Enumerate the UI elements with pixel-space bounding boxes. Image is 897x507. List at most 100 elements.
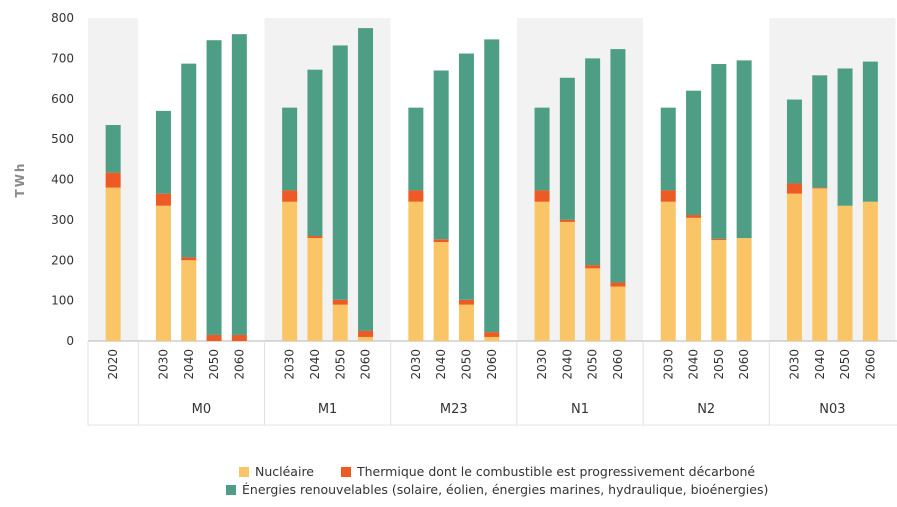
bar-segment [332, 304, 348, 341]
bar-segment [585, 58, 601, 266]
bar-segment [231, 334, 247, 341]
bar-segment [433, 70, 449, 240]
bar-segment [786, 183, 802, 194]
x-tick-label: 2050 [838, 349, 852, 380]
bar-segment [458, 299, 474, 305]
bar-segment [458, 304, 474, 341]
legend-label: Nucléaire [255, 464, 314, 479]
bar-segment [686, 215, 702, 218]
bar-segment [660, 107, 676, 191]
bar-segment [332, 299, 348, 305]
x-tick-label: 2040 [687, 349, 701, 380]
bar-segment [206, 40, 222, 335]
y-tick-label: 400 [51, 173, 74, 187]
bar-segment [736, 238, 752, 341]
x-tick-label: 2050 [586, 349, 600, 380]
legend-swatch [239, 467, 249, 477]
x-tick-label: 2060 [737, 349, 751, 380]
bar-segment [711, 238, 727, 241]
legend-swatch [226, 485, 236, 495]
y-tick-label: 600 [51, 92, 74, 106]
y-tick-label: 800 [51, 11, 74, 25]
y-tick-label: 100 [51, 294, 74, 308]
x-tick-label: 2040 [560, 349, 574, 380]
y-tick-label: 300 [51, 213, 74, 227]
bar-segment [206, 334, 222, 341]
bar-segment [559, 77, 575, 220]
bar-segment [408, 107, 424, 191]
bar-segment [736, 60, 752, 239]
bar-segment [155, 205, 171, 341]
group-label: N1 [571, 402, 589, 417]
bar-segment [610, 49, 626, 283]
group-label: M23 [440, 402, 468, 417]
x-tick-label: 2060 [611, 349, 625, 380]
bar-segment [105, 187, 121, 341]
bar-segment [660, 190, 676, 202]
y-axis: 0 100 200 300 400 500 600 700 800 [51, 11, 74, 348]
bar-segment [711, 64, 727, 239]
bar-segment [358, 28, 374, 331]
bar-segment [332, 45, 348, 300]
bar-segment [231, 34, 247, 335]
bar-segment [408, 201, 424, 341]
bar-segment [610, 282, 626, 287]
bar-segment [812, 188, 828, 341]
bar-segment [534, 190, 550, 202]
y-tick-label: 500 [51, 132, 74, 146]
bar-segment [534, 107, 550, 191]
bar-segment [181, 260, 197, 341]
bars [105, 28, 878, 341]
bar-segment [282, 201, 298, 341]
bar-segment [181, 257, 197, 261]
bar-segment [686, 90, 702, 216]
x-tick-label: 2020 [106, 349, 120, 380]
x-tick-label: 2040 [434, 349, 448, 380]
x-tick-label: 2060 [359, 349, 373, 380]
bar-segment [786, 193, 802, 341]
x-tick-label: 2050 [207, 349, 221, 380]
x-tick-label: 2040 [813, 349, 827, 380]
legend-label: Thermique dont le combustible est progre… [356, 464, 755, 479]
bar-segment [181, 63, 197, 258]
bar-segment [484, 332, 500, 337]
bar-segment [534, 201, 550, 341]
group-label: M1 [318, 402, 338, 417]
x-tick-label: 2030 [535, 349, 549, 380]
bar-segment [282, 190, 298, 202]
bar-segment [358, 336, 374, 341]
bar-segment [610, 286, 626, 341]
bar-segment [458, 53, 474, 300]
bar-segment [862, 61, 878, 202]
bar-segment [585, 268, 601, 341]
bar-segment [282, 107, 298, 191]
legend: Nucléaire Thermique dont le combustible e… [226, 464, 768, 497]
bar-segment [686, 217, 702, 341]
bar-segment [433, 242, 449, 341]
bar-segment [105, 172, 121, 188]
bar-segment [711, 240, 727, 341]
bar-segment [484, 336, 500, 341]
bar-segment [786, 99, 802, 184]
x-tick-label: 2040 [182, 349, 196, 380]
y-tick-label: 0 [66, 334, 74, 348]
legend-swatch [341, 467, 351, 477]
bar-segment [155, 193, 171, 206]
bar-segment [812, 187, 828, 189]
x-tick-label: 2030 [409, 349, 423, 380]
bar-segment [660, 201, 676, 341]
bar-segment [433, 239, 449, 243]
x-tick-label: 2060 [863, 349, 877, 380]
x-tick-label: 2030 [156, 349, 170, 380]
legend-label: Énergies renouvelables (solaire, éolien,… [242, 482, 768, 497]
bar-segment [585, 265, 601, 269]
x-tick-label: 2050 [333, 349, 347, 380]
x-axis: 2020 2030 2040 2050 2060 2030 2040 2050 2060 2030… [106, 349, 877, 417]
y-tick-label: 700 [51, 51, 74, 65]
x-tick-label: 2060 [232, 349, 246, 380]
bar-segment [812, 75, 828, 188]
group-label: N2 [697, 402, 715, 417]
x-tick-label: 2040 [308, 349, 322, 380]
bar-segment [307, 69, 323, 237]
